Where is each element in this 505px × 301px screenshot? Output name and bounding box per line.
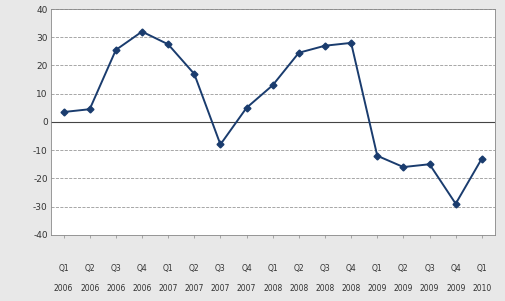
Text: 2008: 2008	[315, 284, 335, 293]
Text: 2008: 2008	[289, 284, 309, 293]
Text: Q4: Q4	[346, 264, 357, 273]
Text: 2009: 2009	[368, 284, 387, 293]
Text: Q2: Q2	[189, 264, 199, 273]
Text: Q3: Q3	[424, 264, 435, 273]
Text: 2008: 2008	[263, 284, 282, 293]
Text: 2007: 2007	[159, 284, 178, 293]
Text: Q3: Q3	[320, 264, 330, 273]
Text: Q4: Q4	[241, 264, 252, 273]
Text: Q3: Q3	[215, 264, 226, 273]
Text: 2009: 2009	[420, 284, 439, 293]
Text: 2006: 2006	[106, 284, 126, 293]
Text: Q1: Q1	[267, 264, 278, 273]
Text: 2009: 2009	[394, 284, 413, 293]
Text: 2007: 2007	[185, 284, 204, 293]
Text: 2010: 2010	[472, 284, 491, 293]
Text: Q2: Q2	[84, 264, 95, 273]
Text: 2006: 2006	[54, 284, 73, 293]
Text: 2008: 2008	[341, 284, 361, 293]
Text: Q3: Q3	[111, 264, 121, 273]
Text: 2007: 2007	[211, 284, 230, 293]
Text: 2007: 2007	[237, 284, 256, 293]
Text: 2009: 2009	[446, 284, 466, 293]
Text: Q1: Q1	[477, 264, 487, 273]
Text: Q2: Q2	[293, 264, 304, 273]
Text: Q1: Q1	[372, 264, 383, 273]
Text: Q4: Q4	[450, 264, 461, 273]
Text: 2006: 2006	[80, 284, 99, 293]
Text: Q4: Q4	[137, 264, 147, 273]
Text: 2006: 2006	[132, 284, 152, 293]
Text: Q1: Q1	[163, 264, 173, 273]
Text: Q2: Q2	[398, 264, 409, 273]
Text: Q1: Q1	[58, 264, 69, 273]
